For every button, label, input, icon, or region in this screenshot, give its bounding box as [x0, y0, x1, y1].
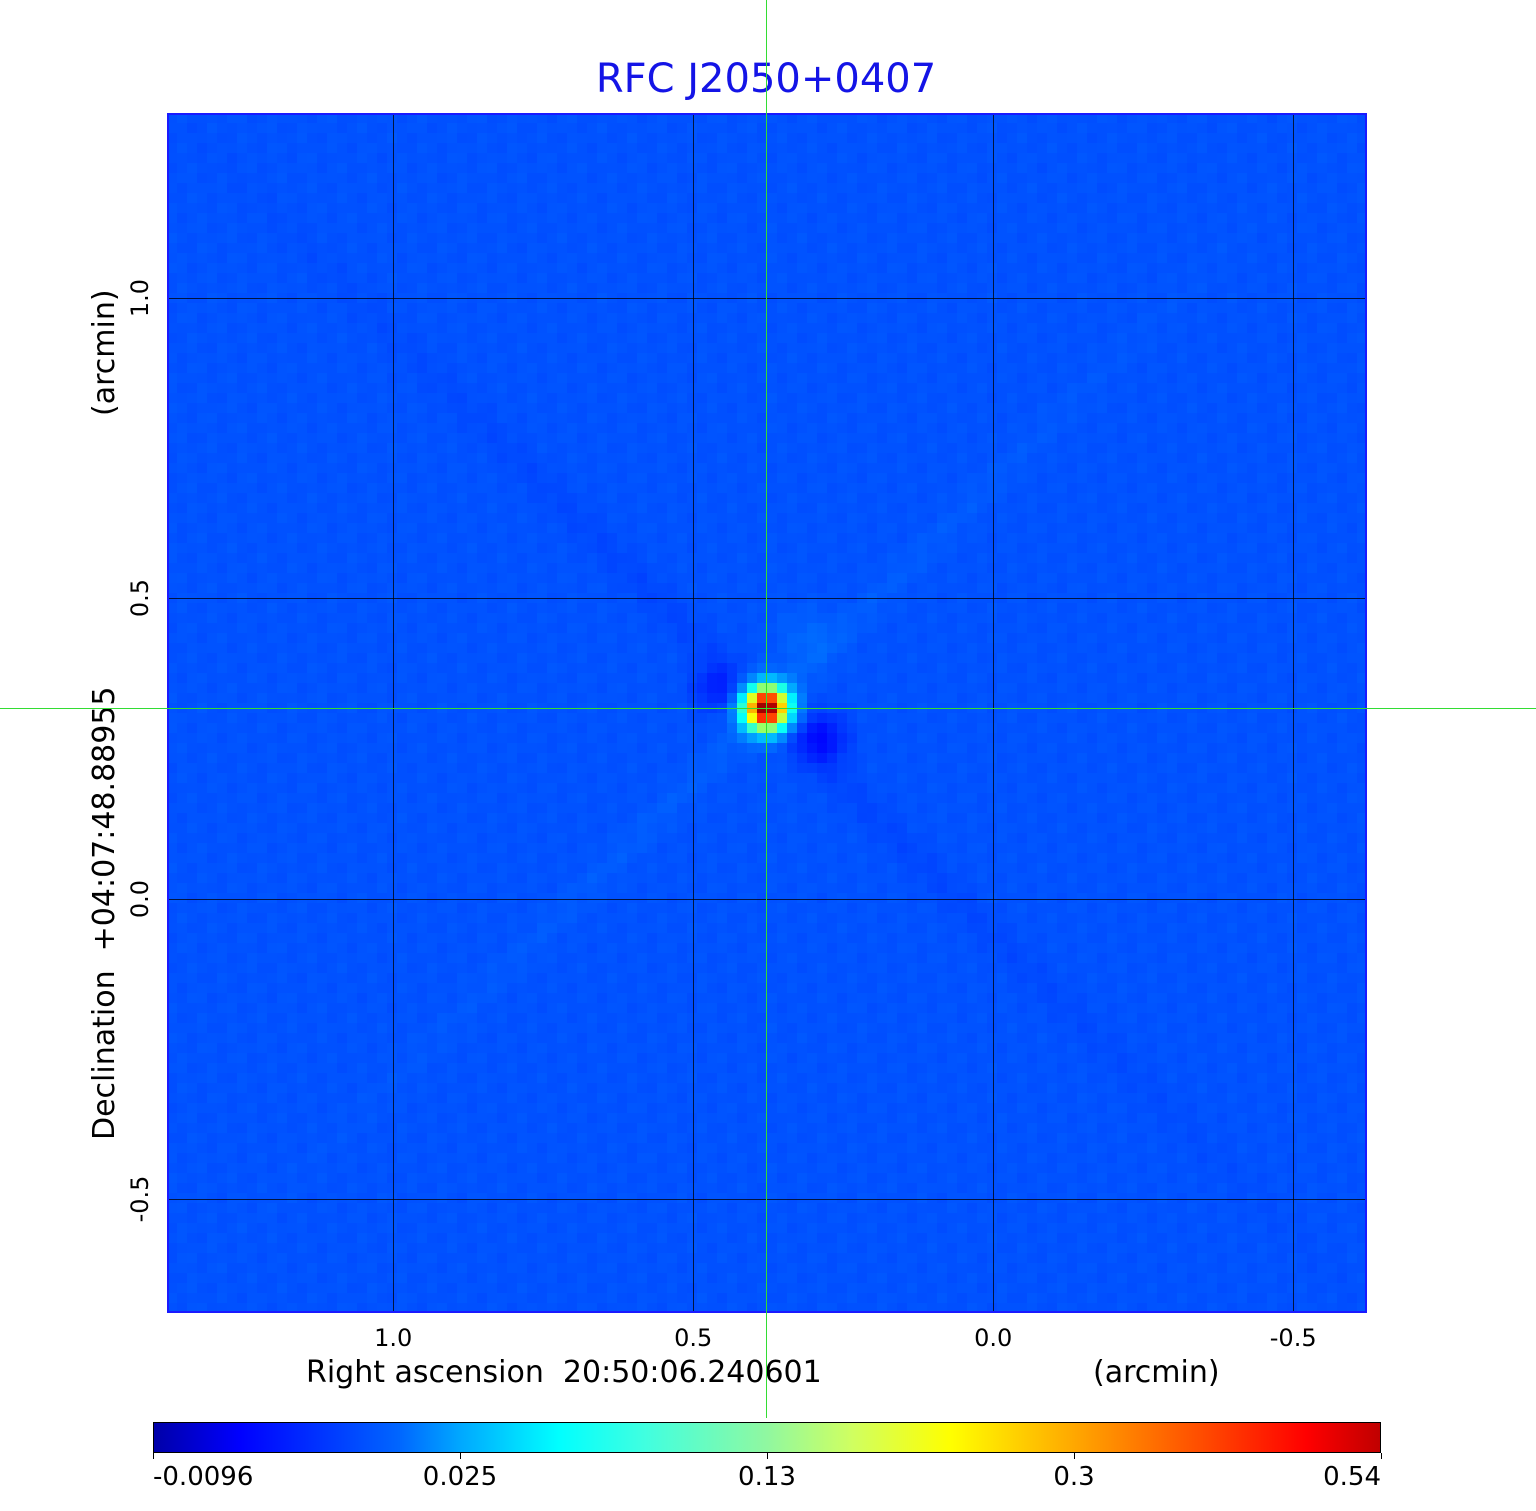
colorbar-tick-mark [767, 1453, 768, 1459]
x-tick-label: 0.5 [674, 1324, 713, 1352]
colorbar-tick-label: 0.13 [738, 1462, 796, 1492]
x-axis-unit: (arcmin) [1093, 1355, 1220, 1390]
grid-line-x [993, 113, 995, 1313]
y-tick-label: 0.5 [126, 579, 154, 618]
colorbar-tick-mark [1074, 1453, 1075, 1459]
y-tick-label: 1.0 [126, 278, 154, 318]
grid-line-x [393, 113, 395, 1313]
grid-line-x [693, 113, 695, 1313]
x-tick-label: 1.0 [374, 1324, 413, 1352]
x-tick-label: -0.5 [1269, 1324, 1317, 1352]
x-tick-label: 0.0 [974, 1324, 1013, 1352]
chart-title: RFC J2050+0407 [595, 56, 937, 102]
colorbar-tick-mark [460, 1453, 461, 1459]
y-tick-label: -0.5 [126, 1175, 154, 1223]
colorbar-tick-mark [153, 1453, 154, 1459]
colorbar-tick-label: 0.54 [1323, 1462, 1381, 1492]
x-axis-label: Right ascension 20:50:06.240601 [306, 1355, 822, 1390]
y-axis-unit: (arcmin) [87, 289, 122, 416]
y-tick-label: 0.0 [126, 879, 154, 918]
y-axis-label: Declination +04:07:48.88955 [87, 686, 122, 1140]
grid-line-x [1293, 113, 1295, 1313]
colorbar-tick-label: 0.3 [1053, 1462, 1095, 1492]
colorbar [153, 1422, 1381, 1453]
colorbar-tick-label: -0.0096 [153, 1462, 254, 1492]
colorbar-tick-mark [1381, 1453, 1382, 1459]
crosshair-horizontal [0, 708, 1536, 710]
colorbar-tick-label: 0.025 [422, 1462, 498, 1492]
